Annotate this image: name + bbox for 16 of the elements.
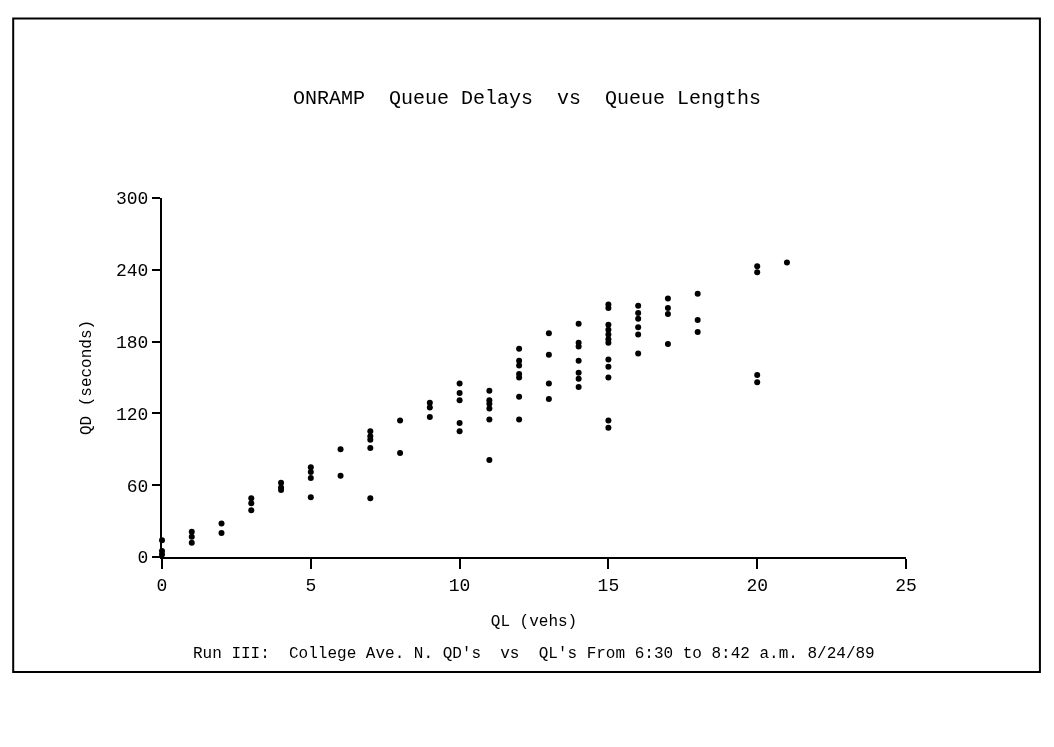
- x-axis-title: QL (vehs): [490, 612, 578, 631]
- x-tick-label: 10: [448, 575, 471, 596]
- y-tick-label: 0: [137, 548, 149, 569]
- y-tick-label: 180: [115, 332, 149, 353]
- text: Run III: College Ave. N. QD's vs QL's From 6:30 to 8:42 a.m. 8/24/89: [193, 645, 875, 663]
- x-tick-label: 20: [746, 575, 768, 596]
- x-tick-label: 25: [895, 575, 917, 596]
- y-tick-label: 120: [115, 404, 149, 425]
- x-tick-label: 15: [597, 575, 620, 596]
- y-axis-title: QD (seconds): [78, 319, 97, 436]
- y-tick-label: 60: [126, 476, 149, 497]
- x-tick-label: 5: [305, 575, 317, 596]
- chart-title: ONRAMP Queue Delays vs Queue Lengths: [292, 86, 762, 110]
- y-tick-label: 240: [115, 261, 149, 282]
- x-tick-label: 0: [156, 575, 168, 596]
- y-tick-label: 300: [115, 189, 149, 210]
